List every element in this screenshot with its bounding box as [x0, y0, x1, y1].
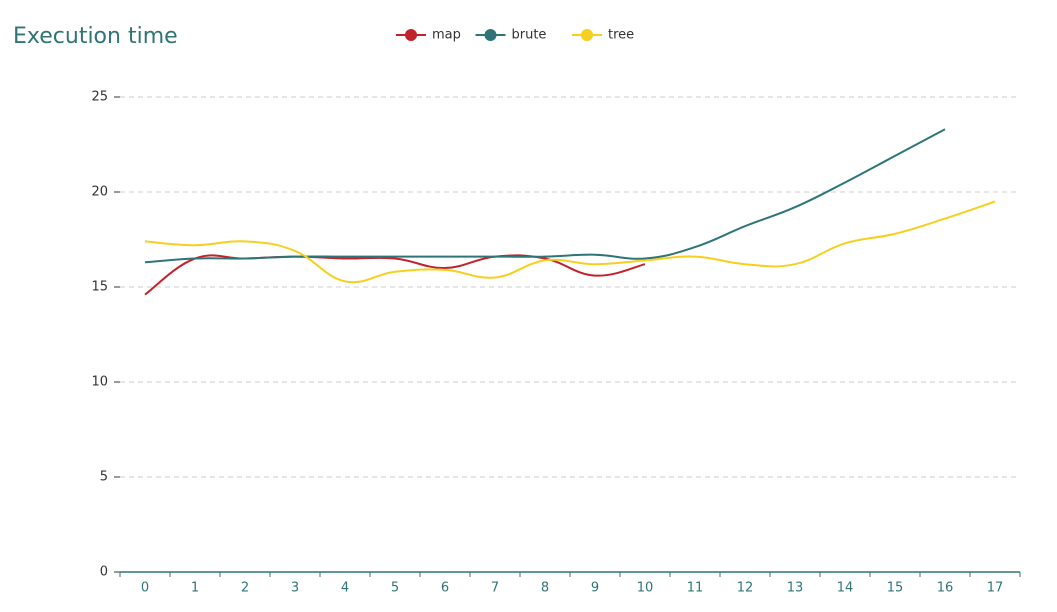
- x-tick-label: 12: [737, 581, 754, 596]
- x-tick-label: 4: [341, 581, 349, 596]
- x-tick-label: 13: [787, 581, 804, 596]
- legend-marker[interactable]: [405, 29, 417, 41]
- legend-marker[interactable]: [484, 29, 497, 41]
- legend-label[interactable]: map: [432, 28, 461, 43]
- x-tick-label: 9: [591, 581, 599, 596]
- x-tick-label: 2: [241, 581, 249, 596]
- y-tick-label: 25: [91, 90, 108, 105]
- x-tick-label: 5: [391, 581, 399, 596]
- legend-marker[interactable]: [581, 29, 593, 41]
- x-tick-label: 15: [887, 581, 904, 596]
- x-tick-label: 16: [937, 581, 954, 596]
- chart-title: Execution time: [13, 24, 178, 49]
- line: [144, 254, 646, 296]
- x-tick-label: 10: [637, 581, 654, 596]
- y-tick-label: 5: [100, 470, 108, 485]
- x-tick-label: 14: [837, 581, 854, 596]
- x-tick-label: 17: [987, 581, 1004, 596]
- x-tick-label: 6: [441, 581, 449, 596]
- x-tick-label: 7: [491, 581, 499, 596]
- x-tick-label: 11: [687, 581, 704, 596]
- line: [144, 128, 946, 264]
- x-tick-label: 3: [291, 581, 299, 596]
- y-tick-label: 10: [91, 375, 108, 390]
- legend-label[interactable]: tree: [608, 28, 634, 43]
- line: [144, 200, 996, 284]
- y-tick-label: 20: [91, 185, 108, 200]
- x-tick-label: 0: [141, 581, 149, 596]
- y-tick-label: 0: [100, 565, 108, 580]
- x-tick-label: 1: [191, 581, 199, 596]
- y-tick-label: 15: [91, 280, 108, 295]
- legend-label[interactable]: brute: [512, 28, 547, 43]
- x-tick-label: 8: [541, 581, 549, 596]
